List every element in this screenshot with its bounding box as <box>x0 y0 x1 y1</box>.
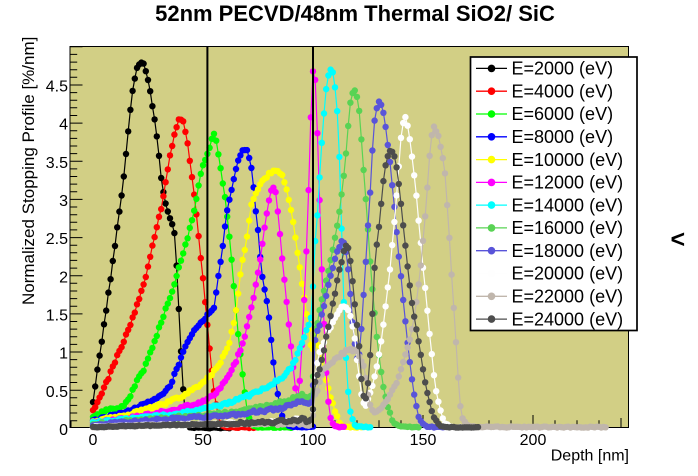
svg-text:Depth [nm]: Depth [nm] <box>551 448 629 465</box>
svg-text:4: 4 <box>59 117 68 134</box>
svg-text:1.5: 1.5 <box>46 308 68 325</box>
svg-text:<: < <box>671 226 686 254</box>
svg-text:E=6000 (eV): E=6000 (eV) <box>512 104 614 124</box>
svg-text:E=16000 (eV): E=16000 (eV) <box>512 218 624 238</box>
svg-text:50: 50 <box>194 432 212 449</box>
svg-text:E=4000 (eV): E=4000 (eV) <box>512 81 614 101</box>
svg-text:150: 150 <box>410 432 437 449</box>
svg-text:4.5: 4.5 <box>46 79 68 96</box>
svg-text:Normalized Stopping Profile [%: Normalized Stopping Profile [%/nm] <box>19 37 38 305</box>
svg-text:E=2000 (eV): E=2000 (eV) <box>512 59 614 79</box>
svg-text:E=22000 (eV): E=22000 (eV) <box>512 287 624 307</box>
svg-text:E=14000 (eV): E=14000 (eV) <box>512 195 624 215</box>
svg-text:52nm PECVD/48nm Thermal SiO2/: 52nm PECVD/48nm Thermal SiO2/ SiC <box>155 1 555 26</box>
svg-text:1: 1 <box>59 346 68 363</box>
svg-text:E=24000 (eV): E=24000 (eV) <box>512 309 624 329</box>
svg-text:0: 0 <box>59 422 68 439</box>
svg-text:0: 0 <box>89 432 98 449</box>
svg-text:2.5: 2.5 <box>46 231 68 248</box>
svg-text:3: 3 <box>59 193 68 210</box>
svg-text:E=8000 (eV): E=8000 (eV) <box>512 127 614 147</box>
svg-text:0.5: 0.5 <box>46 384 68 401</box>
svg-text:200: 200 <box>520 432 547 449</box>
svg-text:E=12000 (eV): E=12000 (eV) <box>512 173 624 193</box>
svg-text:100: 100 <box>300 432 327 449</box>
svg-text:2: 2 <box>59 269 68 286</box>
svg-text:3.5: 3.5 <box>46 155 68 172</box>
svg-text:E=20000 (eV): E=20000 (eV) <box>512 264 624 284</box>
svg-text:E=10000 (eV): E=10000 (eV) <box>512 150 624 170</box>
svg-text:E=18000 (eV): E=18000 (eV) <box>512 241 624 261</box>
